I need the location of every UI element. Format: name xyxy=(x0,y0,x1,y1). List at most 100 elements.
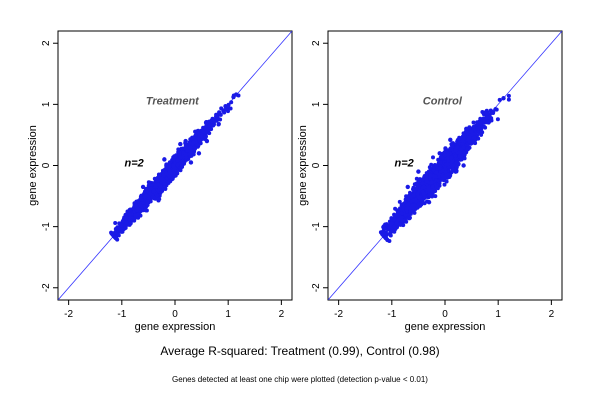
data-point xyxy=(135,207,140,212)
data-point xyxy=(464,126,469,132)
data-point xyxy=(462,133,466,138)
data-point xyxy=(178,141,183,147)
data-point xyxy=(116,233,121,238)
data-point xyxy=(444,179,449,184)
data-point xyxy=(145,199,150,204)
data-point xyxy=(394,221,399,226)
x-tick-label: 0 xyxy=(172,309,178,320)
data-point xyxy=(450,163,455,168)
data-point xyxy=(211,118,216,123)
data-point xyxy=(428,173,433,178)
data-point xyxy=(175,158,180,163)
data-point xyxy=(442,182,447,187)
data-point xyxy=(407,215,412,220)
data-point xyxy=(395,210,400,215)
x-axis-label: gene expression xyxy=(135,321,216,333)
data-point xyxy=(199,128,204,133)
data-point xyxy=(392,217,397,221)
data-point xyxy=(506,93,511,98)
data-point xyxy=(132,218,137,223)
data-point xyxy=(143,208,148,213)
data-point xyxy=(223,103,228,109)
y-tick-label: 2 xyxy=(41,40,52,46)
data-point xyxy=(172,166,177,171)
data-point xyxy=(457,154,462,159)
data-point xyxy=(203,134,208,139)
x-axis-label: gene expression xyxy=(405,321,486,333)
data-point xyxy=(143,193,148,199)
data-point xyxy=(477,125,482,130)
data-point xyxy=(156,196,162,202)
data-point xyxy=(485,111,490,116)
data-point xyxy=(436,172,441,177)
data-point xyxy=(162,157,167,162)
data-point xyxy=(149,186,153,191)
data-point xyxy=(456,162,461,167)
data-point xyxy=(136,199,141,204)
data-point xyxy=(448,137,453,143)
data-point xyxy=(207,122,212,128)
data-point xyxy=(430,184,435,189)
point-cloud xyxy=(109,92,241,242)
data-point xyxy=(156,182,160,187)
data-point xyxy=(127,208,132,212)
data-point xyxy=(388,231,393,236)
data-point xyxy=(163,187,168,191)
data-point xyxy=(233,92,239,97)
x-tick-label: 1 xyxy=(225,309,231,320)
data-point xyxy=(188,145,193,150)
data-point xyxy=(495,117,500,122)
data-point xyxy=(467,125,472,130)
data-point xyxy=(445,162,450,167)
data-point xyxy=(138,203,143,208)
data-point xyxy=(199,134,204,139)
data-point xyxy=(461,163,466,168)
data-point xyxy=(119,223,125,228)
data-point xyxy=(221,108,226,113)
x-tick-label: 1 xyxy=(495,309,501,320)
data-point xyxy=(446,159,451,163)
data-point xyxy=(151,188,156,194)
data-point xyxy=(393,206,398,211)
caption-main: Average R-squared: Treatment (0.99), Con… xyxy=(160,344,440,358)
data-point xyxy=(188,160,194,165)
data-point xyxy=(469,129,474,135)
data-point xyxy=(416,169,421,174)
data-point xyxy=(449,155,454,160)
data-point xyxy=(418,197,423,202)
data-point xyxy=(381,231,387,237)
data-point xyxy=(398,208,403,212)
data-point xyxy=(409,205,414,209)
caption-sub: Genes detected at least one chip were pl… xyxy=(172,375,428,384)
data-point xyxy=(421,191,426,196)
data-point xyxy=(113,221,118,225)
data-point xyxy=(124,216,129,221)
data-point xyxy=(408,190,412,195)
data-point xyxy=(471,120,476,125)
data-point xyxy=(196,151,202,156)
data-point xyxy=(124,220,129,225)
data-point xyxy=(167,170,172,176)
data-point xyxy=(193,129,198,134)
panel-title: Control xyxy=(423,95,463,107)
point-cloud xyxy=(378,93,511,243)
panel-treatment: -2 -1 0 1 2 -2 -1 0 1 2 gene expression gene expres… xyxy=(27,30,293,333)
data-point xyxy=(424,177,429,182)
data-point xyxy=(405,203,410,208)
y-axis-label: gene expression xyxy=(27,125,39,206)
data-point xyxy=(127,215,132,220)
data-point xyxy=(445,156,450,160)
data-point xyxy=(178,155,183,160)
data-point xyxy=(127,212,132,217)
y-tick-label: -1 xyxy=(41,222,52,231)
y-tick-label: -1 xyxy=(311,222,322,231)
data-point xyxy=(485,115,490,120)
data-point xyxy=(449,169,454,174)
y-tick-label: 2 xyxy=(311,40,322,46)
data-point xyxy=(440,155,445,160)
data-point xyxy=(426,199,432,205)
data-point xyxy=(473,141,478,146)
y-tick-label: 1 xyxy=(41,101,52,107)
data-point xyxy=(426,185,431,190)
x-tick-label: 2 xyxy=(279,309,285,320)
